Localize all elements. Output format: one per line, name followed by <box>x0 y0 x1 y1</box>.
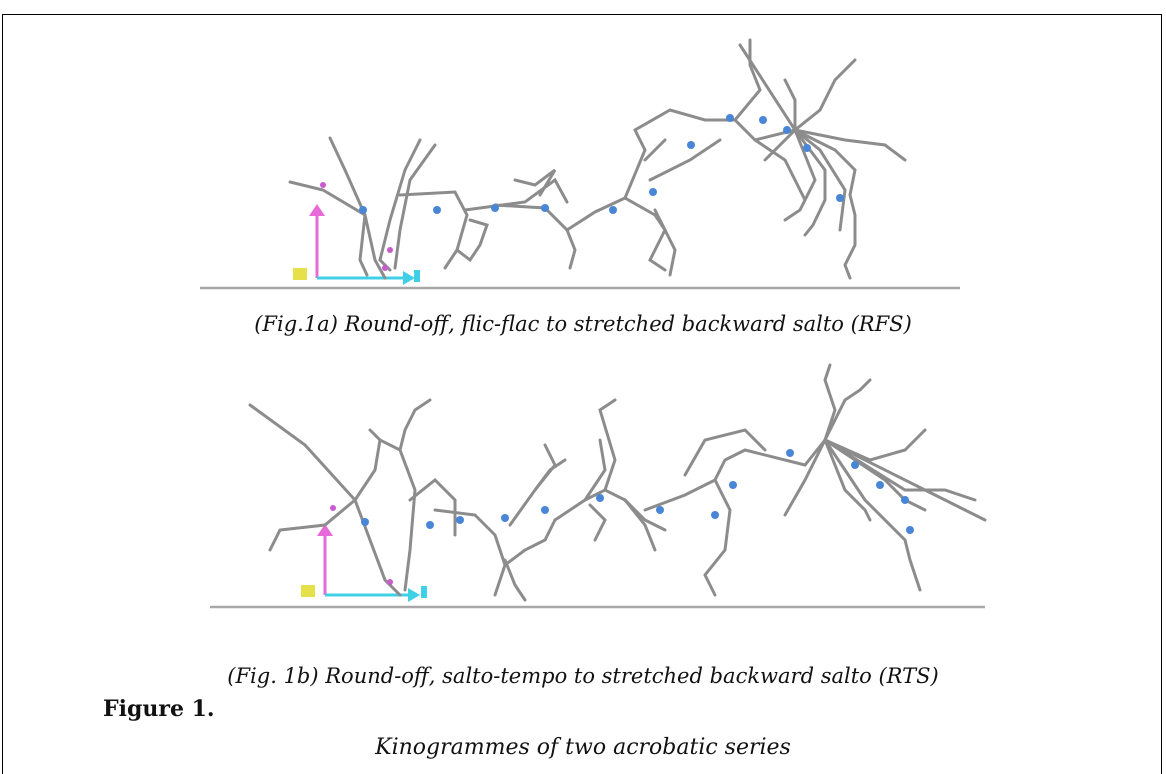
figure-frame <box>2 14 1162 774</box>
joint-markers <box>361 449 914 534</box>
figure-skeletons <box>248 363 987 602</box>
figure-label: Figure 1. <box>103 696 215 722</box>
marker-points <box>330 505 393 585</box>
figure-skeletons <box>288 38 907 280</box>
kinogram-rfs-svg <box>200 38 960 290</box>
kinogram-rts <box>205 350 995 615</box>
origin-marker <box>293 268 307 280</box>
origin-marker <box>301 585 315 597</box>
caption-fig-1a: (Fig.1a) Round-off, flic-flac to stretch… <box>254 312 912 336</box>
kinogram-rts-svg <box>210 363 987 609</box>
caption-fig-1b: (Fig. 1b) Round-off, salto-tempo to stre… <box>227 664 939 688</box>
joint-markers <box>359 114 844 214</box>
kinogram-rfs <box>195 20 975 295</box>
figure-subtitle: Kinogrammes of two acrobatic series <box>375 735 791 760</box>
marker-points <box>320 182 393 271</box>
axis-indicator <box>293 204 420 285</box>
